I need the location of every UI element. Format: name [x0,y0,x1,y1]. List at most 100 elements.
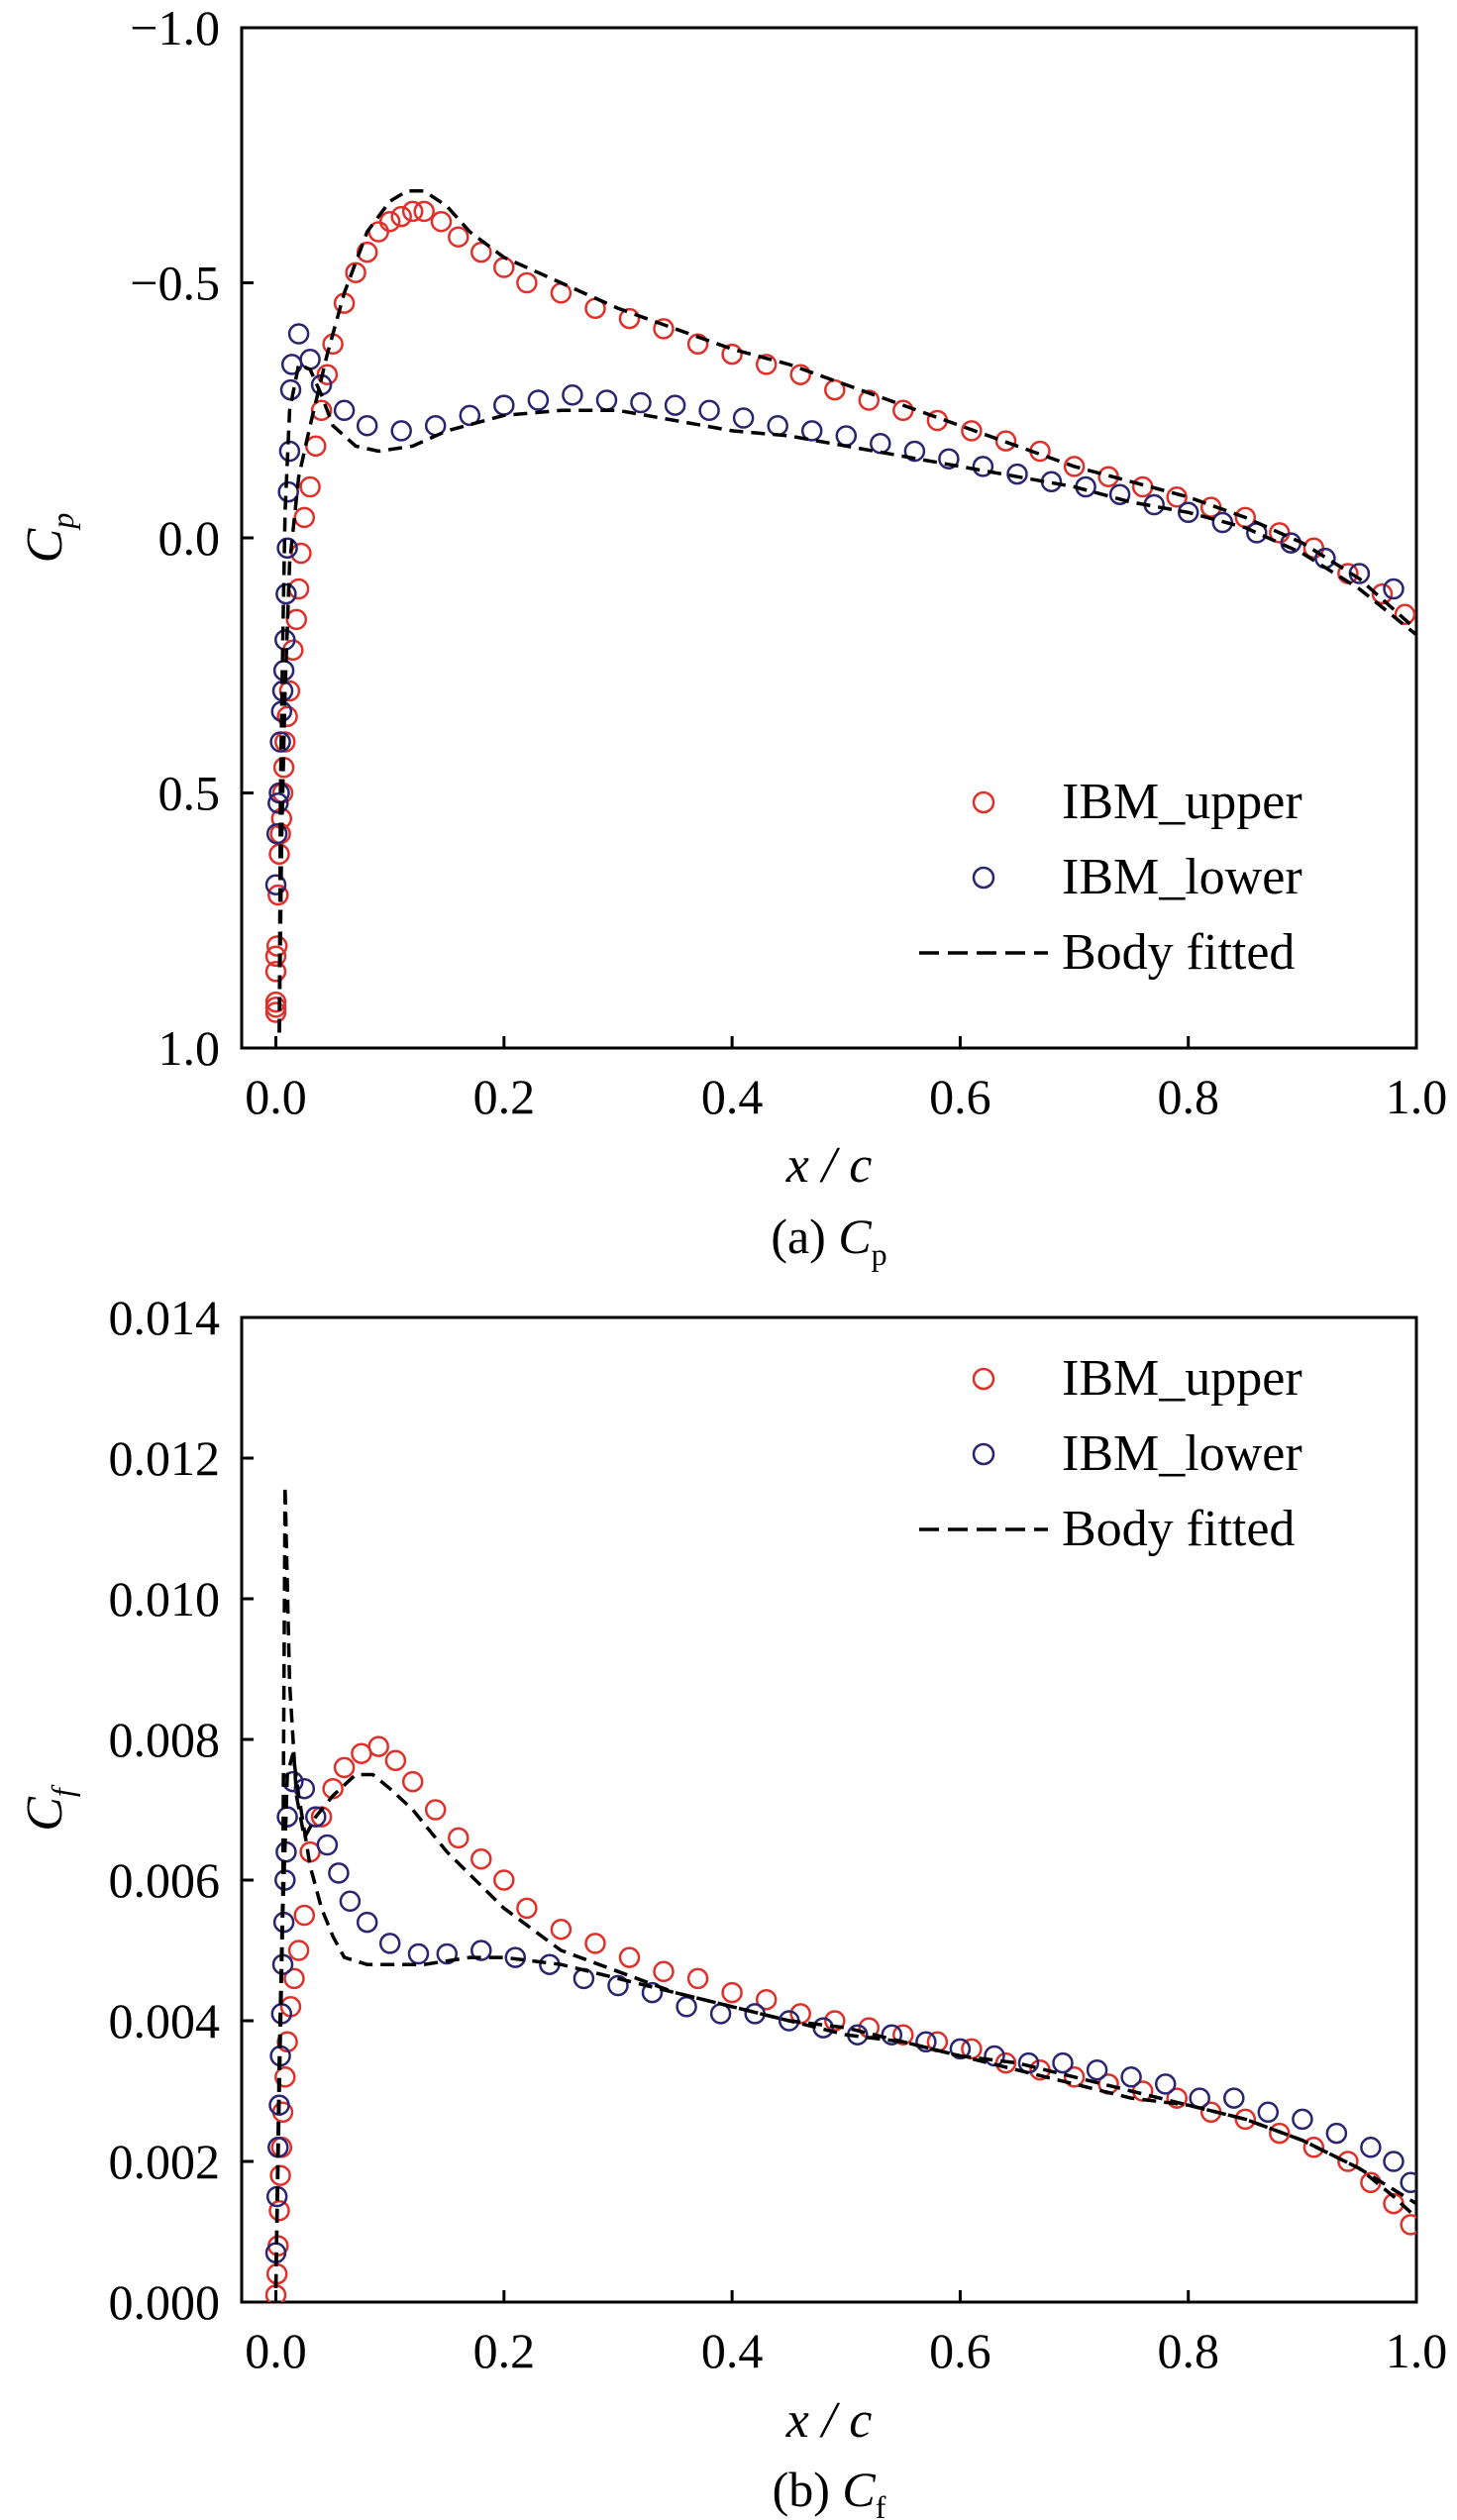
cf-ibm-lower-point [1120,2066,1142,2088]
cp-ibm-upper-point [390,205,412,228]
cp-ibm-lower-point [972,456,994,477]
cf-ibm-lower-point [641,1981,664,2004]
cf-ibm-lower-point [1086,2058,1108,2081]
cp-ibm-upper-point [310,399,333,422]
cp-ibm-lower-point [287,323,310,345]
cf-legend-ibm-lower-swatch [972,1442,995,1466]
cf-y-tick-label: 0.008 [109,1712,221,1767]
cf-x-tick-label: 0.6 [929,2323,991,2378]
cf-ibm-upper-point [269,2164,291,2186]
cf-ibm-lower-point [1400,2171,1416,2194]
cf-ibm-lower-point [293,1777,316,1800]
cf-ibm-upper-point [1400,2214,1416,2236]
cf-x-axis-title: x / c [785,2392,873,2449]
cp-y-axis-title-text: Cp [17,513,80,564]
cp-ibm-upper-point [1166,486,1188,508]
cp-ibm-lower-point [1383,578,1405,600]
cp-ibm-lower-point [493,394,515,416]
cf-ibm-upper-point [493,1869,515,1891]
cp-ibm-upper-point [264,945,287,968]
cp-ibm-lower-point [269,731,291,753]
cp-ibm-upper-point [299,475,321,498]
cf-y-tick-label: 0.012 [109,1430,221,1486]
cp-ibm-upper-point [287,578,310,600]
cf-ibm-upper-point [1234,2108,1257,2131]
cp-ibm-upper-point [305,435,327,458]
cp-y-tick-label: −1.0 [130,0,220,55]
cp-ibm-lower-point [356,414,378,437]
cp-ibm-upper-point [264,1001,287,1023]
cp-ibm-upper-point [1394,603,1416,626]
cp-ibm-upper-point [618,307,641,330]
cf-ibm-lower-point [504,1946,527,1968]
cf-ibm-lower-point [607,1974,629,1997]
cf-ibm-upper-point [470,1847,492,1870]
cf-y-axis-title: Cf [17,1784,80,1832]
cf-ibm-lower-point [881,2024,903,2046]
cf-ibm-upper-point [824,2010,846,2032]
cp-legend-ibm-upper-label: IBM_upper [1062,774,1302,830]
cf-ibm-lower-point [676,1996,697,2018]
cf-y-tick-label: 0.014 [109,1290,221,1345]
cp-ibm-lower-point [800,420,823,442]
cp-ibm-upper-point [265,935,288,957]
cp-legend-ibm-lower-label: IBM_lower [1062,849,1302,905]
cp-ibm-upper-point [264,961,287,983]
cf-ibm-lower-point [915,2031,937,2053]
cf-y-tick-label: 0.002 [109,2134,221,2189]
cp-ibm-lower-point [275,582,297,605]
cp-x-tick-label: 1.0 [1386,1069,1448,1124]
cp-ibm-lower-point [264,874,287,895]
cf-ibm-lower-point [949,2038,972,2060]
cp-ibm-lower-point [562,384,583,406]
cp-legend-ibm-lower-swatch [972,866,995,890]
cp-ibm-upper-point [316,364,339,385]
cf-plot-frame [240,1315,1418,2304]
cp-caption: (a) Cp [771,1208,886,1272]
cf-y-tick-label: 0.000 [109,2274,221,2330]
cp-x-tick-label: 0.6 [929,1069,991,1124]
cp-body-fitted-line-upper [277,189,1416,1033]
cf-legend-body-fitted-label: Body fitted [1062,1501,1295,1557]
cp-ibm-lower-point [595,389,618,411]
cf-ibm-upper-point [721,1981,743,2004]
cp-y-tick-label: 0.0 [158,510,221,566]
cp-y-tick-label: 1.0 [158,1020,221,1076]
cp-ibm-upper-point [401,200,424,223]
cf-ibm-upper-point [789,2003,811,2025]
cf-ibm-upper-point [686,1967,709,1990]
cp-data-layer [264,189,1416,1033]
cp-ibm-upper-point [994,430,1017,452]
cp-ibm-upper-point [493,257,515,278]
cf-y-tick-label: 0.006 [109,1852,221,1908]
cp-ibm-upper-point [961,420,983,442]
cf-ibm-lower-point [1325,2122,1348,2145]
cp-ibm-upper-point [789,364,811,385]
cp-y-tick-label: −0.5 [130,256,220,311]
cf-ibm-lower-point [1154,2073,1177,2095]
cf-caption: (b) Cf [773,2462,886,2520]
cp-ibm-lower-point [527,389,550,411]
cf-x-tick-label: 0.8 [1157,2323,1219,2378]
cp-ibm-upper-point [1063,456,1086,477]
cf-ibm-upper-point [283,1967,305,1990]
cf-ibm-lower-point [339,1890,362,1913]
cf-ibm-lower-point [572,1967,595,1990]
cp-ibm-lower-point [267,792,289,814]
cp-ibm-upper-point [278,680,301,702]
cf-x-tick-label: 1.0 [1386,2323,1448,2378]
cp-ibm-lower-point [732,407,755,429]
cp-ibm-upper-point [267,884,289,906]
cp-ibm-lower-point [835,425,858,447]
cp-ibm-lower-point [664,394,686,416]
cp-ibm-upper-point [264,991,287,1013]
cp-ibm-upper-point [550,282,572,304]
cp-legend: IBM_upper IBM_lower Body fitted [919,774,1302,981]
cp-x-tick-label: 0.0 [245,1069,307,1124]
cf-ibm-lower-point [436,1942,459,1965]
cf-x-tick-label: 0.4 [701,2323,764,2378]
cf-ibm-lower-point [316,1834,339,1856]
cp-ibm-lower-point [278,440,301,463]
cf-ibm-upper-point [618,1946,641,1968]
cp-y-axis-title: Cp [17,513,80,564]
